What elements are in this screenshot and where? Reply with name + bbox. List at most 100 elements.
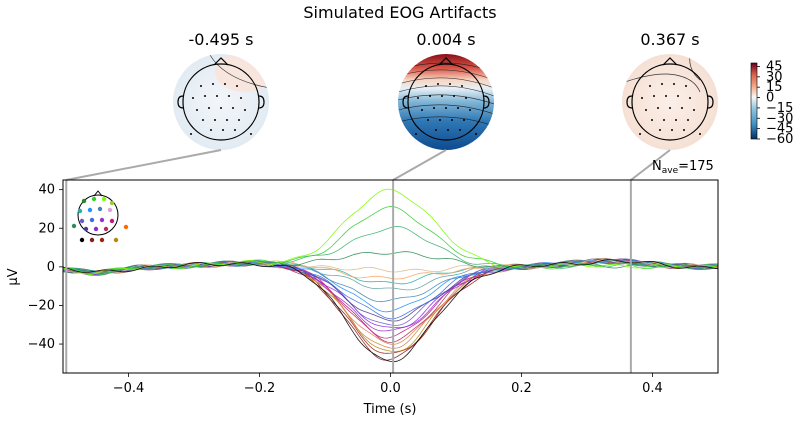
topomap-title-1: -0.495 s	[189, 30, 254, 49]
sensor-dot	[238, 119, 240, 121]
sensor-dot	[677, 95, 679, 97]
sensor-dot	[190, 133, 192, 135]
sensor-dot	[204, 95, 206, 97]
sensor-dot	[429, 95, 431, 97]
topomap-3	[622, 54, 718, 150]
y-tick-label: 20	[38, 221, 55, 236]
inset-sensor-dot	[71, 223, 77, 229]
sensor-dot	[439, 119, 441, 121]
inset-sensor-dot	[101, 196, 107, 202]
inset-sensor-dot	[77, 208, 83, 214]
sensor-dot	[469, 109, 471, 111]
colorbar-tick-label: 15	[766, 80, 783, 95]
inset-sensor-dot	[103, 226, 109, 232]
sensor-dot	[232, 107, 234, 109]
sensor-dot	[475, 133, 477, 135]
sensor-dot	[681, 107, 683, 109]
inset-sensor-dot	[91, 196, 97, 202]
sensor-dot	[657, 107, 659, 109]
y-tick-label: 40	[38, 183, 55, 198]
sensor-dot	[445, 107, 447, 109]
sensor-dot	[200, 85, 202, 87]
inset-sensor-dot	[99, 217, 105, 223]
sensor-dot	[226, 119, 228, 121]
topomap-title-3: 0.367 s	[640, 30, 699, 49]
sensor-dot	[421, 109, 423, 111]
sensor-dot	[210, 129, 212, 131]
sensor-dot	[240, 97, 242, 99]
sensor-dot	[222, 129, 224, 131]
sensor-dot	[224, 83, 226, 85]
channel-traces	[63, 188, 718, 363]
sensor-dot	[441, 95, 443, 97]
colorbar-tick-label: 30	[766, 70, 783, 85]
sensor-dot	[433, 107, 435, 109]
topomap-connectors	[66, 149, 671, 181]
colorbar-tick-label: 45	[766, 59, 783, 74]
x-tick-label: 0.0	[380, 381, 401, 396]
sensor-dot	[214, 119, 216, 121]
sensor-dot	[196, 109, 198, 111]
channel-trace	[63, 226, 718, 275]
y-axis: −40 −20 0 20 40	[28, 183, 63, 352]
sensor-dot	[699, 133, 701, 135]
sensor-dot	[220, 107, 222, 109]
y-tick-label: −40	[28, 337, 55, 352]
inset-sensor-dot	[81, 198, 87, 204]
sensor-dot	[663, 119, 665, 121]
inset-sensor-dot	[97, 206, 103, 212]
colorbar-tick-label: −60	[766, 132, 793, 147]
sensor-dot	[639, 133, 641, 135]
sensor-dot	[228, 95, 230, 97]
y-tick-label: −20	[28, 298, 55, 313]
sensor-dot	[659, 129, 661, 131]
sensor-dot	[683, 129, 685, 131]
sensor-dot	[202, 119, 204, 121]
channel-trace	[63, 259, 718, 329]
channel-trace	[63, 258, 718, 354]
inset-sensor-dot	[87, 207, 93, 213]
x-axis: −0.4 −0.2 0.0 0.2 0.4	[113, 373, 663, 396]
sensor-dot	[661, 83, 663, 85]
sensor-dot	[192, 97, 194, 99]
x-axis-label: Time (s)	[363, 402, 417, 417]
sensor-dot	[463, 119, 465, 121]
figure-title: Simulated EOG Artifacts	[303, 3, 496, 22]
sensor-dot	[673, 83, 675, 85]
sensor-dot	[435, 129, 437, 131]
sensor-dot	[457, 107, 459, 109]
inset-sensor-dot	[113, 237, 119, 243]
sensor-dot	[689, 97, 691, 99]
nave-label: Nave=175	[652, 159, 714, 176]
sensor-dot	[208, 107, 210, 109]
sensor-dot	[649, 85, 651, 87]
x-tick-label: 0.2	[511, 381, 532, 396]
channel-trace	[63, 258, 718, 361]
time-markers	[65, 180, 632, 373]
x-tick-label: −0.2	[244, 381, 276, 396]
sensor-dot	[425, 85, 427, 87]
colorbar-tick-label: 0	[766, 91, 774, 106]
sensor-dot	[465, 97, 467, 99]
channel-trace	[63, 251, 718, 273]
channel-trace	[63, 258, 718, 280]
sensor-dot	[427, 119, 429, 121]
channel-trace	[63, 259, 718, 326]
y-tick-label: 0	[47, 260, 55, 275]
inset-sensor-dot	[79, 218, 85, 224]
sensor-dot	[693, 109, 695, 111]
sensor-dot	[234, 129, 236, 131]
sensor-dot	[244, 109, 246, 111]
channel-trace	[63, 257, 718, 345]
sensor-dot	[415, 133, 417, 135]
x-tick-label: 0.4	[642, 381, 663, 396]
sensor-dot	[250, 133, 252, 135]
sensor-dot	[453, 95, 455, 97]
channel-trace	[63, 259, 718, 363]
sensor-dot	[236, 85, 238, 87]
sensor-dot	[417, 97, 419, 99]
inset-sensor-dot	[107, 207, 113, 213]
sensor-dot	[459, 129, 461, 131]
topomap-title-2: 0.004 s	[416, 30, 475, 49]
